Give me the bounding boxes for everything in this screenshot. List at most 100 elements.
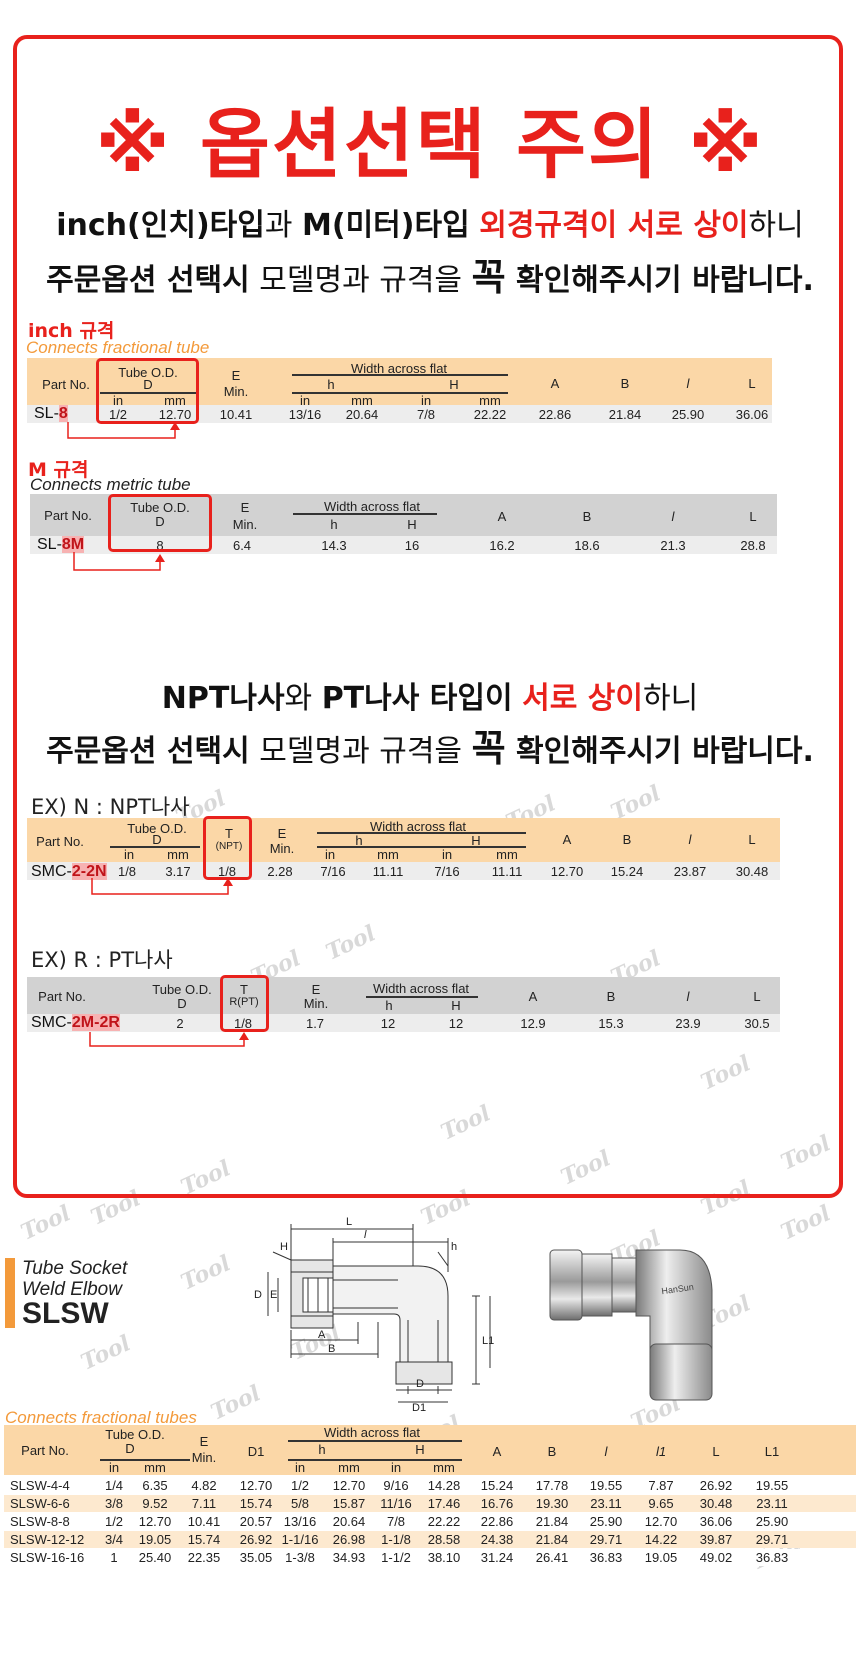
part-number-cell: SLSW-6-6 bbox=[10, 1496, 70, 1511]
table-row bbox=[4, 1513, 856, 1530]
cell: 1/8 bbox=[117, 864, 137, 879]
table-cell: 1-1/16 bbox=[281, 1532, 319, 1547]
table-cell: 1-1/2 bbox=[381, 1550, 411, 1565]
header-mm: mm bbox=[144, 1460, 166, 1475]
header-width-across-flat: Width across flat bbox=[350, 361, 448, 376]
text: PT나사 타입이 bbox=[321, 681, 513, 716]
header-l1: l1 bbox=[655, 1444, 667, 1459]
table-cell: 26.92 bbox=[239, 1532, 273, 1547]
table-cell: 21.84 bbox=[535, 1514, 569, 1529]
header-mm: mm bbox=[377, 847, 399, 862]
header-tube-od: Tube O.D. bbox=[130, 500, 190, 515]
header-d: D bbox=[155, 514, 165, 529]
text: 하니 bbox=[643, 681, 699, 716]
table-cell: 11/16 bbox=[380, 1496, 412, 1511]
table-cell: 15.87 bbox=[332, 1496, 366, 1511]
watermark-text: Tool bbox=[176, 1250, 235, 1296]
table-cell: 19.05 bbox=[644, 1550, 678, 1565]
cell: 25.90 bbox=[671, 407, 705, 422]
table-cell: 22.86 bbox=[480, 1514, 514, 1529]
header-in: in bbox=[420, 393, 432, 408]
table-cell: 12.70 bbox=[138, 1514, 172, 1529]
dim-h: h bbox=[451, 1241, 457, 1253]
header-b: B bbox=[582, 509, 592, 524]
table-cell: 12.70 bbox=[332, 1478, 366, 1493]
cell: 7/16 bbox=[434, 864, 460, 879]
metric-row-shade bbox=[30, 536, 777, 554]
header-mm: mm bbox=[351, 393, 373, 408]
header-b: B bbox=[622, 832, 632, 847]
table-cell: 19.05 bbox=[138, 1532, 172, 1547]
emphasis-text: 꼭 bbox=[471, 256, 506, 299]
cell: 12.9 bbox=[520, 1016, 546, 1031]
cell: 21.3 bbox=[660, 538, 686, 553]
npt-row-shade bbox=[27, 862, 780, 880]
table-cell: 21.84 bbox=[535, 1532, 569, 1547]
table-cell: 36.83 bbox=[589, 1550, 623, 1565]
table-cell: 1/2 bbox=[290, 1478, 310, 1493]
header-a: A bbox=[550, 376, 560, 391]
metric-od-highlight-box bbox=[108, 494, 212, 552]
cell: 13/16 bbox=[288, 407, 322, 422]
table-cell: 15.74 bbox=[187, 1532, 221, 1547]
header-in: in bbox=[108, 1460, 120, 1475]
metric-header-band bbox=[30, 494, 777, 536]
cell: 12.70 bbox=[550, 864, 584, 879]
header-in: in bbox=[123, 847, 135, 862]
cell: 15.24 bbox=[610, 864, 644, 879]
header-d1: D1 bbox=[247, 1444, 265, 1459]
text bbox=[513, 681, 523, 716]
cell: 8 bbox=[156, 538, 164, 553]
table-cell: 17.78 bbox=[535, 1478, 569, 1493]
part-number-cell: SLSW-16-16 bbox=[10, 1550, 85, 1565]
table-cell: 23.11 bbox=[756, 1496, 788, 1511]
emphasis-text: 꼭 bbox=[471, 727, 506, 770]
table-cell: 7.87 bbox=[648, 1478, 674, 1493]
text: SMC- bbox=[31, 1014, 72, 1031]
table-cell: 36.83 bbox=[755, 1550, 789, 1565]
header-min: Min. bbox=[269, 841, 295, 856]
dim-L1: L1 bbox=[482, 1335, 494, 1347]
header-part-no: Part No. bbox=[42, 377, 90, 392]
table-cell: 12.70 bbox=[644, 1514, 678, 1529]
table-cell: 29.71 bbox=[589, 1532, 623, 1547]
table-cell: 39.87 bbox=[699, 1532, 733, 1547]
table-cell: 31.24 bbox=[480, 1550, 514, 1565]
table-cell: 25.90 bbox=[589, 1514, 623, 1529]
inch-row-shade bbox=[27, 405, 772, 423]
table-cell: 22.35 bbox=[187, 1550, 221, 1565]
table-cell: 25.40 bbox=[138, 1550, 172, 1565]
warning-text: 서로 상이 bbox=[522, 681, 643, 716]
text: 확인해주시기 바랍니다. bbox=[505, 263, 814, 298]
part-number-cell: SLSW-8-8 bbox=[10, 1514, 70, 1529]
header-pt: R(PT) bbox=[229, 996, 259, 1008]
text: 하니 bbox=[748, 208, 804, 243]
cell: 12 bbox=[380, 1016, 396, 1031]
header-mm: mm bbox=[338, 1460, 360, 1475]
cell: 1/2 bbox=[108, 407, 128, 422]
pt-link-arrow bbox=[89, 1032, 249, 1047]
table-cell: 10.41 bbox=[187, 1514, 221, 1529]
header-H: H bbox=[471, 833, 481, 848]
cell: 11.11 bbox=[372, 864, 404, 879]
notice-line-3: NPT나사와 PT나사 타입이 서로 상이하니 bbox=[0, 673, 860, 717]
warning-text: 외경규격이 서로 상이 bbox=[479, 208, 749, 243]
npt-part-number: SMC-2-2N bbox=[31, 863, 107, 881]
table-cell: 9.52 bbox=[142, 1496, 168, 1511]
header-d: D bbox=[125, 1441, 135, 1456]
header-e: E bbox=[277, 826, 287, 841]
text: 모델명과 규격을 bbox=[249, 263, 472, 298]
cell: 18.6 bbox=[574, 538, 600, 553]
table-cell: 9/16 bbox=[383, 1478, 409, 1493]
table-cell: 28.58 bbox=[427, 1532, 461, 1547]
inch-subtitle: Connects fractional tube bbox=[26, 338, 210, 357]
table-row bbox=[4, 1549, 856, 1566]
header-part-no: Part No. bbox=[21, 1443, 69, 1458]
cell: 21.84 bbox=[608, 407, 642, 422]
table-cell: 20.64 bbox=[332, 1514, 366, 1529]
header-mm: mm bbox=[167, 847, 189, 862]
table-cell: 4.82 bbox=[191, 1478, 217, 1493]
dim-A: A bbox=[318, 1329, 326, 1341]
text: 8M bbox=[61, 536, 85, 553]
table-cell: 7/8 bbox=[386, 1514, 406, 1529]
